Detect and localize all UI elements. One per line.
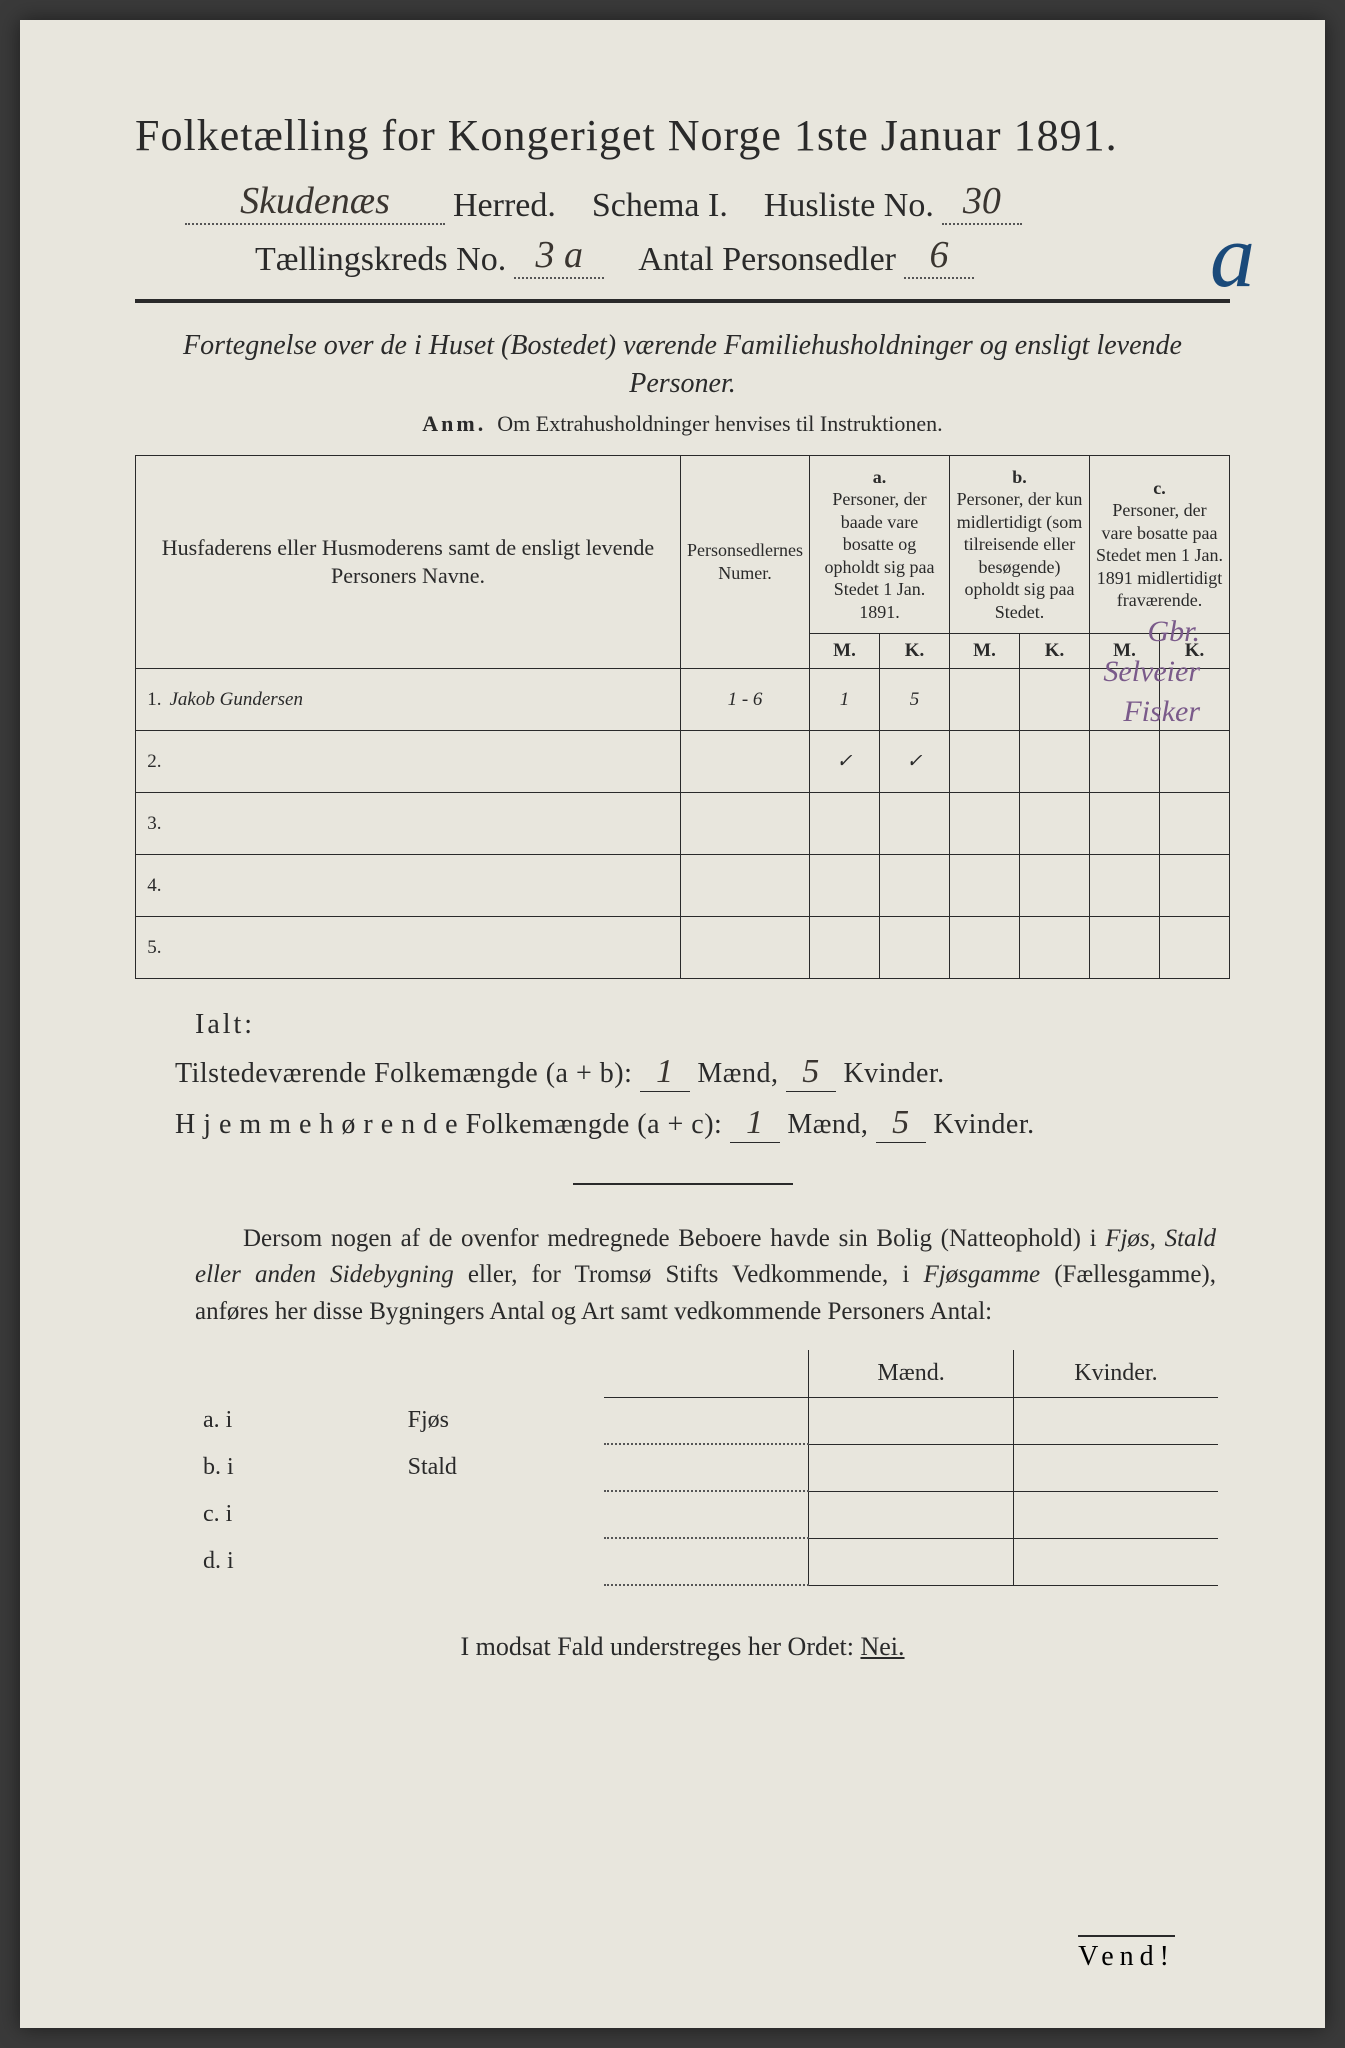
schema-label: Schema I. xyxy=(592,187,728,225)
kreds-value: 3 a xyxy=(514,233,604,279)
husliste-value: 30 xyxy=(942,179,1022,225)
th-b-k: K. xyxy=(1020,634,1090,669)
husliste-label: Husliste No. xyxy=(764,187,934,225)
th-name: Husfaderens eller Husmoderens samt de en… xyxy=(136,455,681,669)
line-herred: Skudenæs Herred. Schema I. Husliste No. … xyxy=(135,179,1230,225)
subtitle: Fortegnelse over de i Huset (Bostedet) v… xyxy=(135,327,1230,403)
anm-line: Anm. Om Extrahusholdninger henvises til … xyxy=(135,411,1230,437)
herred-value: Skudenæs xyxy=(185,179,445,225)
margin-note-1: Gbr. xyxy=(1147,615,1200,649)
th-a: a. Personer, der baade vare bosatte og o… xyxy=(810,455,950,634)
antal-value: 6 xyxy=(904,233,974,279)
resident-k: 5 xyxy=(876,1104,926,1143)
present-m: 1 xyxy=(640,1053,690,1092)
rule-top xyxy=(135,299,1230,303)
corner-letter: a xyxy=(1210,205,1255,308)
building-paragraph: Dersom nogen af de ovenfor medregnede Be… xyxy=(195,1221,1216,1330)
table-row: 1.Jakob Gundersen1 - 615 xyxy=(136,669,1230,731)
building-row: a. iFjøs xyxy=(195,1397,1218,1444)
th-num: Personsedlernes Numer. xyxy=(681,455,810,669)
anm-label: Anm. xyxy=(422,411,486,436)
th-b-m: M. xyxy=(950,634,1020,669)
bh-m: Mænd. xyxy=(809,1350,1014,1398)
building-table-block: Mænd. Kvinder. a. iFjøsb. iStaldc. id. i xyxy=(195,1350,1218,1587)
table-row: 5. xyxy=(136,917,1230,979)
line-kreds: Tællingskreds No. 3 a Antal Personsedler… xyxy=(135,233,1230,279)
herred-label: Herred. xyxy=(453,187,556,225)
building-table: Mænd. Kvinder. a. iFjøsb. iStaldc. id. i xyxy=(195,1350,1218,1587)
resident-m: 1 xyxy=(730,1104,780,1143)
final-line: I modsat Fald understreges her Ordet: Ne… xyxy=(135,1632,1230,1662)
th-c: c. Personer, der vare bosatte paa Stedet… xyxy=(1090,455,1230,634)
resident-line: H j e m m e h ø r e n d e Folkemængde (a… xyxy=(175,1104,1230,1143)
kreds-label: Tællingskreds No. xyxy=(255,241,506,279)
table-row: 3. xyxy=(136,793,1230,855)
vend: Vend! xyxy=(1078,1935,1175,1973)
nei: Nei. xyxy=(860,1632,904,1661)
main-title: Folketælling for Kongeriget Norge 1ste J… xyxy=(135,110,1230,161)
household-table: Husfaderens eller Husmoderens samt de en… xyxy=(135,455,1230,980)
ialt-label: Ialt: xyxy=(195,1009,1230,1041)
th-a-m: M. xyxy=(810,634,880,669)
present-line: Tilstedeværende Folkemængde (a + b): 1 M… xyxy=(175,1053,1230,1092)
building-row: b. iStald xyxy=(195,1444,1218,1491)
bh-k: Kvinder. xyxy=(1013,1350,1218,1398)
table-row: 4. xyxy=(136,855,1230,917)
th-a-k: K. xyxy=(880,634,950,669)
th-b: b. Personer, der kun midlertidigt (som t… xyxy=(950,455,1090,634)
mid-rule xyxy=(573,1183,793,1185)
building-row: c. i xyxy=(195,1491,1218,1538)
table-row: 2.✓✓ xyxy=(136,731,1230,793)
anm-text: Om Extrahusholdninger henvises til Instr… xyxy=(497,411,942,436)
census-form-page: Folketælling for Kongeriget Norge 1ste J… xyxy=(20,20,1325,2028)
margin-note-3: Fisker xyxy=(1123,695,1200,729)
building-row: d. i xyxy=(195,1538,1218,1585)
antal-label: Antal Personsedler xyxy=(638,241,896,279)
present-k: 5 xyxy=(786,1053,836,1092)
margin-note-2: Selveier xyxy=(1103,655,1200,689)
